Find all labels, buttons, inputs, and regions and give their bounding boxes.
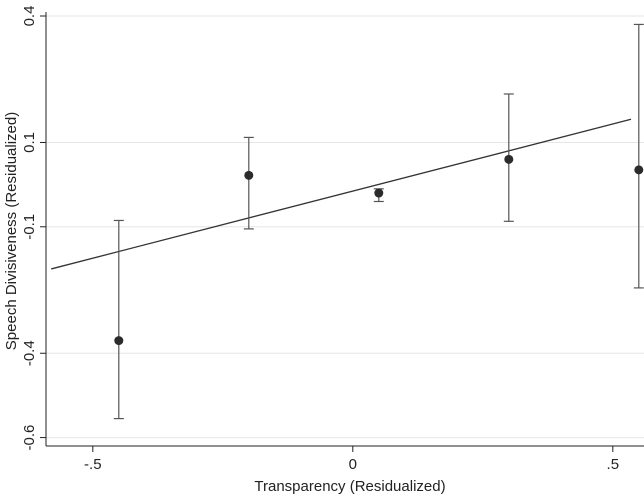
y-tick-label: -0.6 xyxy=(21,425,38,451)
fit-line-group xyxy=(51,118,632,270)
y-tick-label: -0.1 xyxy=(21,214,38,240)
x-tick-labels: -.5 0 .5 xyxy=(84,456,619,473)
data-point xyxy=(374,188,384,198)
tick-marks xyxy=(40,15,614,452)
y-tick-labels: -0.6 -0.4 -0.1 0.1 0.4 xyxy=(21,6,38,451)
x-tick-label: -.5 xyxy=(84,456,102,473)
data-point xyxy=(114,336,124,346)
gridlines xyxy=(46,15,644,439)
y-tick-label: 0.1 xyxy=(21,132,38,153)
data-point xyxy=(244,170,254,180)
error-bar xyxy=(113,219,124,420)
fit-line xyxy=(51,118,632,270)
error-bar xyxy=(633,23,644,289)
error-bars xyxy=(113,23,644,420)
y-tick-label: -0.4 xyxy=(21,340,38,366)
data-points xyxy=(114,154,644,346)
data-point xyxy=(634,165,644,175)
x-axis-title: Transparency (Residualized) xyxy=(254,478,445,495)
data-point xyxy=(504,154,514,164)
y-axis-title: Speech Divisiveness (Residualized) xyxy=(3,112,20,350)
error-bar xyxy=(243,136,254,230)
x-tick-label: .5 xyxy=(607,456,620,473)
x-tick-label: 0 xyxy=(349,456,357,473)
y-tick-label: 0.4 xyxy=(21,6,38,27)
axes xyxy=(45,12,644,447)
